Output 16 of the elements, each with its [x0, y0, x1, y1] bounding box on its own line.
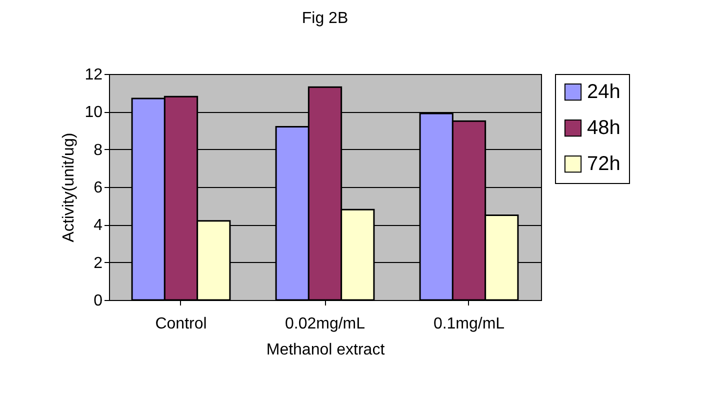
- y-tick-label: 8: [94, 142, 103, 159]
- legend-label: 72h: [587, 153, 620, 175]
- y-tick-label: 2: [94, 254, 103, 272]
- x-tick-label: 0.1mg/mL: [433, 316, 505, 332]
- x-axis-title: Methanol extract: [266, 342, 386, 358]
- legend-label: 24h: [587, 81, 620, 103]
- y-tick-label: 4: [94, 217, 103, 234]
- y-axis-title: Activity(unit/ug): [60, 132, 78, 242]
- y-tick-label: 12: [84, 66, 103, 84]
- x-tick-label: 0.02mg/mL: [284, 316, 366, 332]
- y-tick-label: 10: [84, 104, 103, 122]
- legend-label: 48h: [587, 117, 620, 139]
- y-tick-label: 6: [94, 180, 103, 196]
- y-tick-label: 0: [94, 292, 103, 310]
- x-tick-label: Control: [155, 316, 207, 332]
- chart-title: Fig 2B: [302, 10, 348, 27]
